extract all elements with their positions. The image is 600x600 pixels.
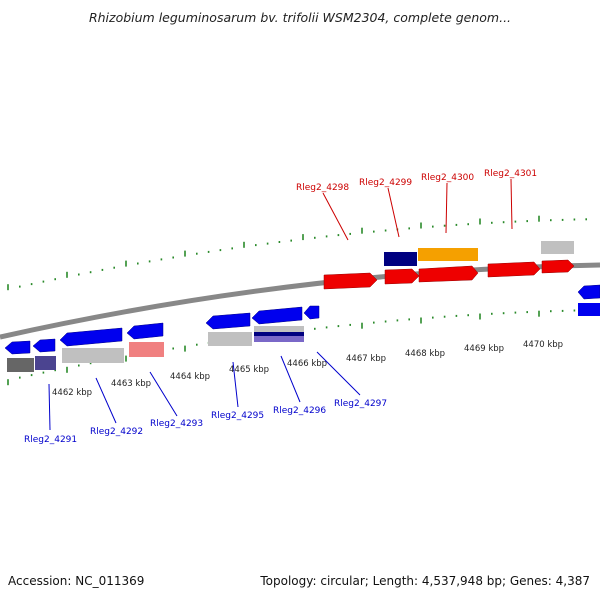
gene-rleg2-4293[interactable] xyxy=(126,322,164,340)
gene-rleg2-4292-pseudo[interactable] xyxy=(62,348,124,363)
leader-line xyxy=(316,351,361,396)
kbp-label: 4469 kbp xyxy=(464,344,504,354)
gene-rleg2-4291[interactable] xyxy=(4,340,31,355)
forward-genes xyxy=(323,241,575,290)
gene-rleg2-4296-domain-c[interactable] xyxy=(254,336,304,342)
leader-line xyxy=(280,355,301,403)
gene-rleg2-4300[interactable] xyxy=(418,265,479,283)
gene-forward-extra[interactable] xyxy=(541,259,575,274)
leader-line xyxy=(149,371,178,417)
kbp-label: 4467 kbp xyxy=(346,354,386,364)
gene-rleg2-4291-domain-b[interactable] xyxy=(35,356,56,370)
gene-rleg2-4296-domain[interactable] xyxy=(254,326,304,332)
gene-label-rleg2-4299[interactable]: Rleg2_4299 xyxy=(359,178,412,188)
reverse-genes xyxy=(4,284,600,355)
leader-line xyxy=(445,182,448,234)
kbp-label: 4462 kbp xyxy=(52,388,92,398)
gene-label-rleg2-4293[interactable]: Rleg2_4293 xyxy=(150,419,203,429)
leader-line xyxy=(510,178,513,230)
accession-text: Accession: NC_011369 xyxy=(8,574,145,588)
kbp-label: 4466 kbp xyxy=(287,359,327,369)
leader-line xyxy=(95,377,117,424)
gene-rleg2-4295[interactable] xyxy=(205,312,251,330)
gene-label-rleg2-4300[interactable]: Rleg2_4300 xyxy=(421,173,474,183)
genome-summary-text: Topology: circular; Length: 4,537,948 bp… xyxy=(260,574,590,588)
gene-rleg2-4293-pseudo[interactable] xyxy=(129,342,164,357)
kbp-label: 4464 kbp xyxy=(170,372,210,382)
leader-line xyxy=(232,361,239,408)
kbp-label: 4465 kbp xyxy=(229,365,269,375)
gene-rleg2-4300-domain[interactable] xyxy=(418,248,478,261)
bottom-gene-labels: Rleg2_4291 Rleg2_4292 Rleg2_4293 Rleg2_4… xyxy=(24,351,387,445)
map-title: Rhizobium leguminosarum bv. trifolii WSM… xyxy=(88,10,512,25)
leader-line xyxy=(322,192,349,241)
gene-rleg2-4297[interactable] xyxy=(303,305,320,320)
lower-annotation-bars xyxy=(7,326,304,372)
gene-rleg2-4299[interactable] xyxy=(384,268,420,285)
gene-rleg2-4291b[interactable] xyxy=(32,338,56,353)
kbp-scale-labels: 4462 kbp 4463 kbp 4464 kbp 4465 kbp 4466… xyxy=(52,340,563,398)
gene-label-rleg2-4301[interactable]: Rleg2_4301 xyxy=(484,169,537,179)
top-gene-labels: Rleg2_4298 Rleg2_4299 Rleg2_4300 Rleg2_4… xyxy=(296,169,537,241)
gene-label-rleg2-4291[interactable]: Rleg2_4291 xyxy=(24,435,77,445)
gene-rleg2-4292[interactable] xyxy=(59,327,123,347)
leader-line xyxy=(48,383,51,431)
gene-label-rleg2-4298[interactable]: Rleg2_4298 xyxy=(296,183,349,193)
gene-label-rleg2-4295[interactable]: Rleg2_4295 xyxy=(211,411,264,421)
gene-rleg2-4298[interactable] xyxy=(323,272,378,290)
gene-rleg2-4295-pseudo[interactable] xyxy=(208,332,252,346)
gene-rleg2-4291-domain[interactable] xyxy=(7,358,34,372)
gene-rleg2-4299-domain[interactable] xyxy=(384,252,417,266)
gene-reverse-extra-2[interactable] xyxy=(578,303,600,316)
gene-label-rleg2-4296[interactable]: Rleg2_4296 xyxy=(273,406,326,416)
tick-row-upper xyxy=(7,215,588,291)
gene-rleg2-4301[interactable] xyxy=(487,261,541,278)
gene-label-rleg2-4297[interactable]: Rleg2_4297 xyxy=(334,399,387,409)
kbp-label: 4463 kbp xyxy=(111,379,151,389)
kbp-label: 4470 kbp xyxy=(523,340,563,350)
gene-reverse-extra-1[interactable] xyxy=(577,284,600,300)
gene-rleg2-4301-pseudo[interactable] xyxy=(541,241,574,254)
gene-rleg2-4296-domain-b[interactable] xyxy=(254,332,304,336)
gene-label-rleg2-4292[interactable]: Rleg2_4292 xyxy=(90,427,143,437)
leader-line xyxy=(387,187,400,238)
kbp-label: 4468 kbp xyxy=(405,349,445,359)
gene-rleg2-4296[interactable] xyxy=(251,306,303,325)
